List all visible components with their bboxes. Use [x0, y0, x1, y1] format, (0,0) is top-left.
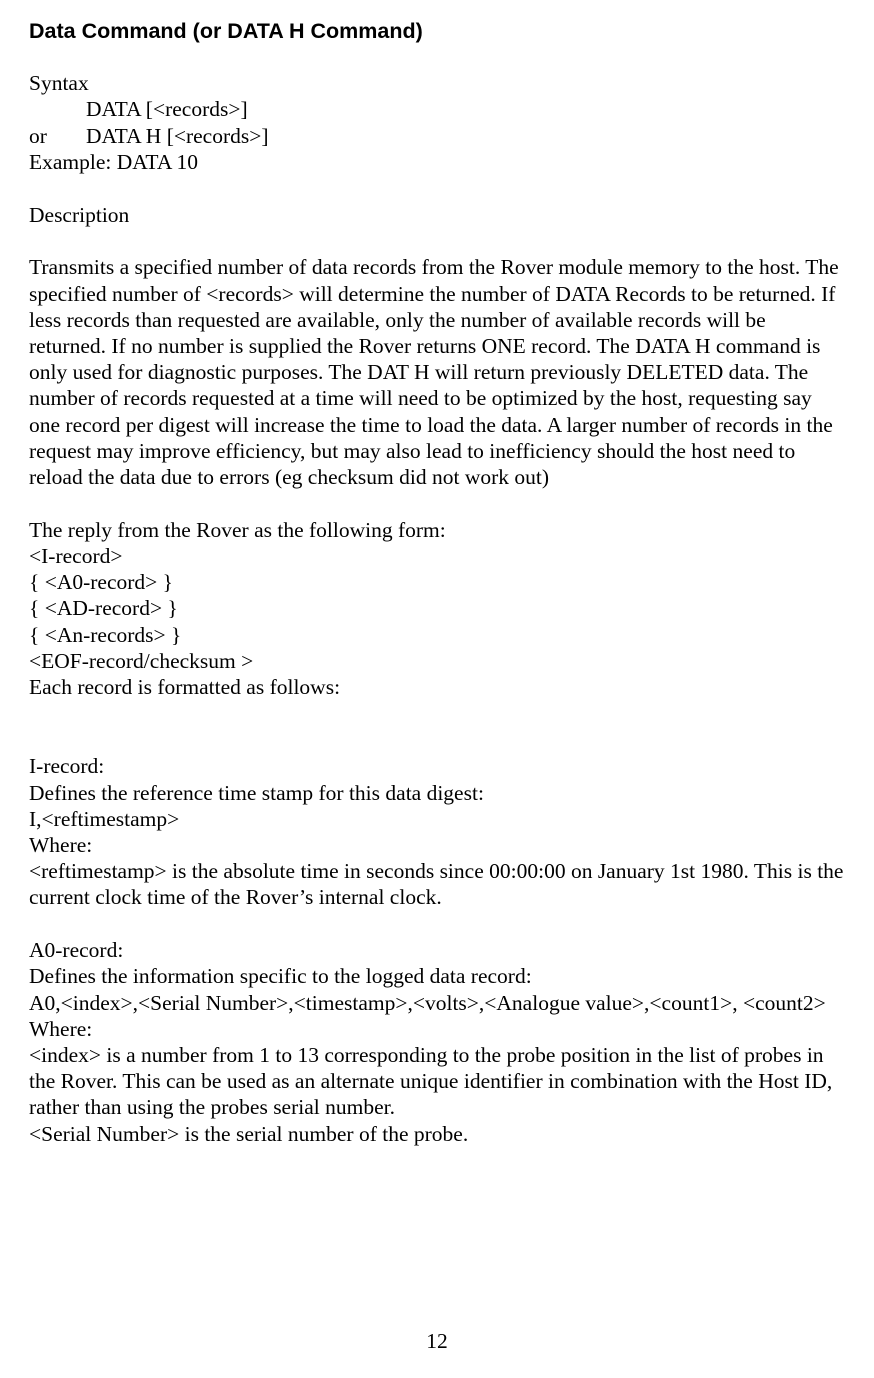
syntax-block: Syntax DATA [<records>] orDATA H [<recor… [29, 70, 848, 175]
description-paragraph: Transmits a specified number of data rec… [29, 254, 848, 490]
a0-record-title: A0-record: [29, 937, 848, 963]
i-record-title: I-record: [29, 753, 848, 779]
a0-record-line-2: A0,<index>,<Serial Number>,<timestamp>,<… [29, 990, 848, 1016]
reply-i-record: <I-record> [29, 543, 848, 569]
syntax-alt: DATA H [<records>] [86, 124, 269, 148]
i-record-line-4: <reftimestamp> is the absolute time in s… [29, 858, 848, 910]
page-number: 12 [0, 1328, 874, 1354]
i-record-line-2: I,<reftimestamp> [29, 806, 848, 832]
reply-an-records: { <An-records> } [29, 622, 848, 648]
description-label: Description [29, 202, 848, 228]
reply-intro: The reply from the Rover as the followin… [29, 517, 848, 543]
reply-a0-record: { <A0-record> } [29, 569, 848, 595]
syntax-line-1: DATA [<records>] [29, 96, 848, 122]
a0-record-line-1: Defines the information specific to the … [29, 963, 848, 989]
syntax-line-2: orDATA H [<records>] [29, 123, 848, 149]
reply-block: The reply from the Rover as the followin… [29, 517, 848, 701]
syntax-or: or [29, 123, 86, 149]
a0-record-block: A0-record: Defines the information speci… [29, 937, 848, 1147]
section-heading: Data Command (or DATA H Command) [29, 18, 848, 44]
syntax-label: Syntax [29, 70, 848, 96]
a0-record-line-4: <index> is a number from 1 to 13 corresp… [29, 1042, 848, 1121]
syntax-example: Example: DATA 10 [29, 149, 848, 175]
i-record-line-3: Where: [29, 832, 848, 858]
reply-eof: <EOF-record/checksum > [29, 648, 848, 674]
reply-outro: Each record is formatted as follows: [29, 674, 848, 700]
reply-ad-record: { <AD-record> } [29, 595, 848, 621]
i-record-line-1: Defines the reference time stamp for thi… [29, 780, 848, 806]
a0-record-line-5: <Serial Number> is the serial number of … [29, 1121, 848, 1147]
a0-record-line-3: Where: [29, 1016, 848, 1042]
i-record-block: I-record: Defines the reference time sta… [29, 753, 848, 910]
